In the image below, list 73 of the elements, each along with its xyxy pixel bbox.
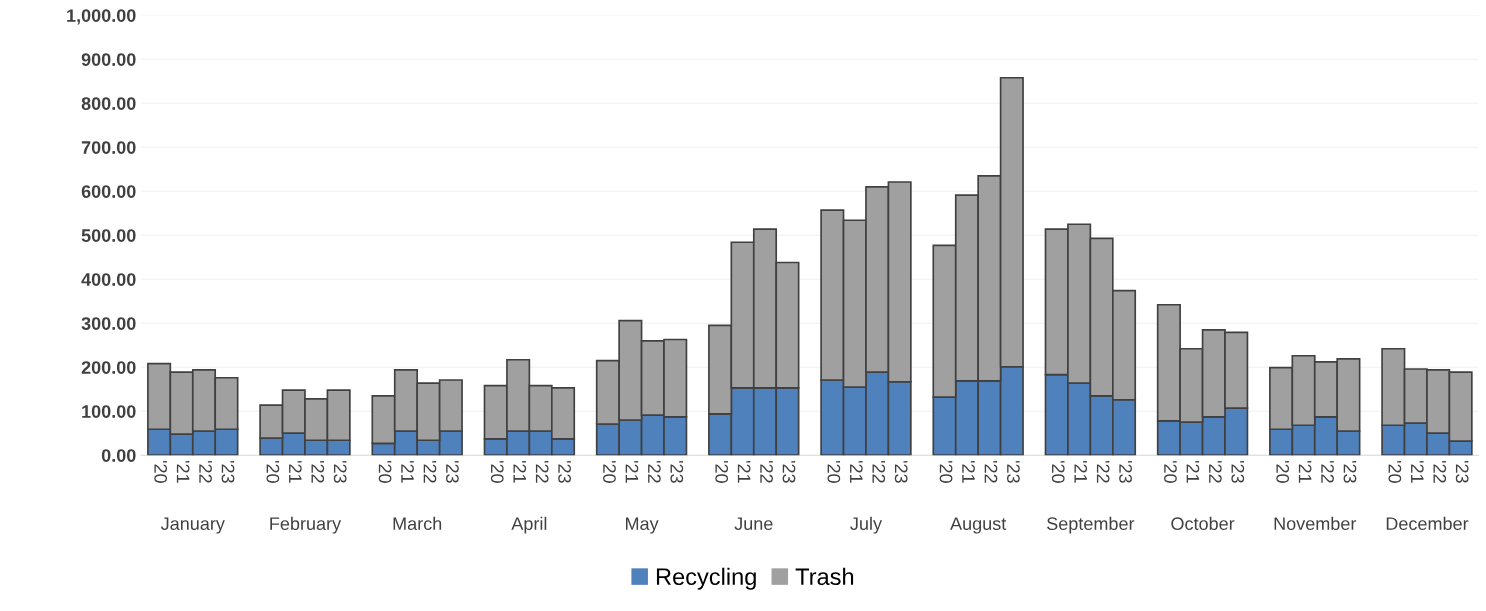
x-tick-label: '22	[872, 460, 886, 483]
x-tick-label: '22	[1096, 460, 1110, 483]
legend-label: Recycling	[656, 567, 756, 590]
x-tick-label: '22	[535, 460, 549, 483]
x-tick-label: '23	[894, 460, 908, 483]
x-tick-label: '22	[1209, 460, 1222, 483]
x-tick-label: '22	[984, 460, 998, 483]
x-tick-label: '20	[1164, 460, 1177, 483]
y-tick-label: 300.00	[81, 317, 136, 330]
y-tick-label: 500.00	[81, 229, 136, 242]
x-tick-label: '23	[333, 460, 347, 483]
text: November	[1274, 516, 1357, 531]
x-tick-label: '20	[939, 460, 953, 483]
text: April	[511, 516, 547, 534]
x-tick-label: '22	[1321, 460, 1334, 483]
x-tick-label: '21	[737, 460, 751, 483]
x-tick-label: '23	[1455, 460, 1469, 483]
x-tick-label: '21	[625, 460, 639, 483]
x-tick-label: '21	[176, 460, 190, 483]
x-tick-label: '20	[1276, 460, 1290, 483]
y-tick-label: 800.00	[81, 97, 136, 110]
y-tick-label: 100.00	[82, 405, 136, 418]
x-tick-label: '23	[558, 460, 571, 483]
legend-label: Trash	[795, 567, 854, 586]
x-tick-label: '21	[401, 460, 414, 483]
x-tick-label: '23	[1119, 460, 1132, 483]
x-tick-label: '21	[1298, 460, 1312, 483]
x-tick-label: '21	[1074, 460, 1088, 483]
x-tick-label: '21	[962, 460, 975, 483]
text: January	[160, 517, 225, 534]
x-tick-label: '20	[1051, 460, 1065, 483]
text: June	[734, 517, 773, 531]
x-tick-label: '21	[513, 460, 527, 483]
text: May	[626, 517, 659, 534]
text: March	[393, 516, 442, 531]
x-tick-label: '22	[760, 460, 773, 483]
x-tick-label: '20	[266, 460, 280, 483]
x-tick-label: '23	[1231, 460, 1245, 483]
text: October	[1171, 516, 1235, 531]
y-tick-label: 1,000.00	[67, 9, 136, 25]
text: September	[1047, 516, 1135, 534]
x-tick-label: '20	[715, 460, 729, 483]
text: February	[270, 516, 342, 534]
x-tick-label: '21	[1186, 460, 1200, 483]
y-tick-label: 700.00	[81, 141, 136, 154]
y-tick-label: 0.00	[101, 449, 136, 462]
x-tick-label: '23	[1006, 460, 1020, 483]
x-tick-label: '23	[1343, 460, 1357, 483]
x-tick-label: '20	[827, 460, 841, 483]
x-tick-label: '21	[1411, 460, 1424, 483]
x-tick-label: '21	[289, 460, 302, 483]
text: July	[850, 516, 882, 534]
x-tick-label: '20	[154, 460, 168, 483]
x-tick-label: '20	[378, 460, 392, 483]
x-tick-label: '20	[1388, 460, 1402, 483]
x-tick-label: '23	[445, 460, 459, 483]
x-tick-label: '21	[850, 460, 863, 483]
x-tick-label: '23	[221, 460, 235, 483]
y-tick-label: 900.00	[81, 53, 136, 66]
x-tick-label: '22	[199, 460, 212, 483]
y-tick-label: 600.00	[81, 185, 136, 198]
y-tick-label: 400.00	[81, 273, 136, 286]
text: December	[1386, 516, 1469, 531]
x-tick-label: '23	[782, 460, 796, 483]
x-tick-label: '20	[490, 460, 504, 483]
x-tick-label: '22	[311, 460, 325, 483]
x-tick-label: '22	[423, 460, 437, 483]
x-tick-label: '23	[670, 460, 684, 483]
text: August	[950, 517, 1007, 534]
x-tick-label: '22	[648, 460, 661, 483]
y-tick-label: 200.00	[81, 361, 136, 374]
x-tick-label: '22	[1433, 460, 1447, 483]
x-tick-label: '20	[603, 460, 616, 483]
